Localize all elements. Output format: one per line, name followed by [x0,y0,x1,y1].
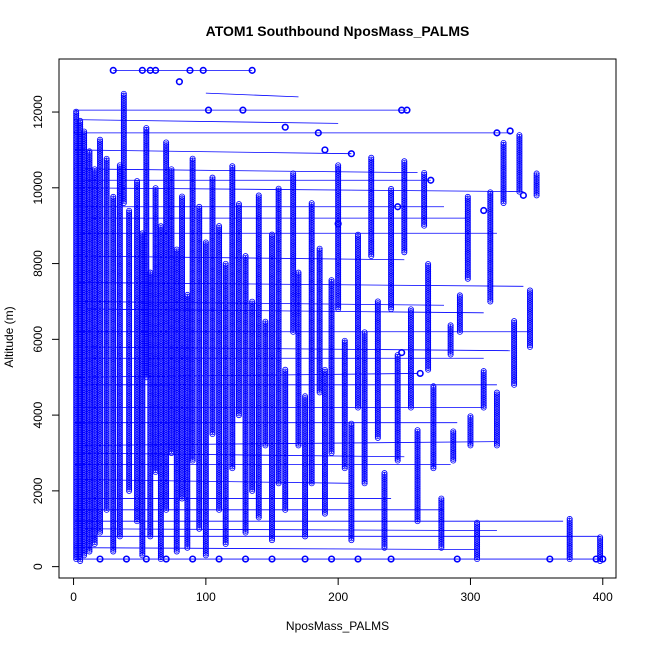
data-layer [73,66,607,564]
data-point [97,138,104,145]
chart-title: ATOM1 Southbound NposMass_PALMS [206,23,470,39]
data-point [126,209,133,216]
point-column [134,178,141,525]
data-point [97,140,104,147]
data-point [126,211,133,218]
data-point [103,159,110,166]
point-column [110,193,117,555]
data-point [86,152,93,159]
point-column [116,162,123,540]
point-column [222,260,229,547]
data-point [134,181,141,188]
connecting-line [205,92,299,98]
connecting-line [73,528,497,532]
data-point [120,90,127,97]
data-point [126,207,133,214]
point-column [179,193,186,502]
data-point [77,121,84,128]
point-column [86,148,93,555]
data-point [86,148,93,155]
point-column [189,155,196,464]
data-point [77,117,84,124]
data-point [77,119,84,126]
point-column [97,136,104,536]
data-point [97,136,104,143]
point-column [91,166,98,547]
data-point [120,94,127,101]
data-point [134,179,141,186]
data-point [110,195,117,202]
data-point [73,108,80,115]
point-column [120,90,127,206]
data-point [110,197,117,204]
data-point [81,130,88,137]
connecting-line [73,119,339,124]
data-point [86,150,93,157]
data-point [103,155,110,162]
point-column [163,139,170,513]
data-point [73,112,80,119]
data-point [81,132,88,139]
data-point [120,92,127,99]
point-columns [73,90,604,564]
data-point [81,128,88,135]
y-axis-label: Altitude (m) [2,306,16,367]
point-column [126,207,133,494]
data-point [103,157,110,164]
x-axis-label: NposMass_PALMS [286,619,389,633]
data-point [110,193,117,200]
point-column [103,155,110,513]
point-column [202,239,209,559]
connecting-line [73,168,418,174]
connecting-line [73,149,352,155]
data-point [73,110,80,117]
data-point [134,178,141,185]
point-column [173,246,180,555]
